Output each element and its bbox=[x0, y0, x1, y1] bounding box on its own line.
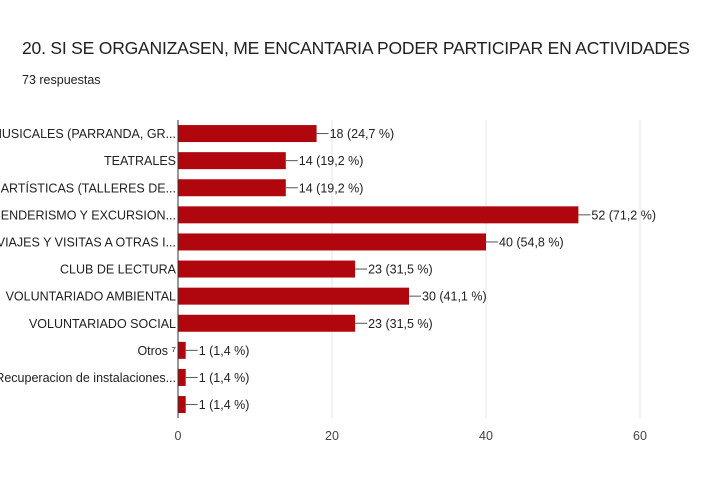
category-label: VIAJES Y VISITAS A OTRAS I... bbox=[0, 235, 176, 249]
data-label: 18 (24,7 %) bbox=[330, 127, 395, 141]
category-label: VOLUNTARIADO AMBIENTAL bbox=[6, 290, 176, 304]
response-count: 73 respuestas bbox=[22, 73, 101, 87]
category-label: CLUB DE LECTURA bbox=[60, 263, 177, 277]
category-label: SENDERISMO Y EXCURSION... bbox=[0, 208, 176, 222]
bar[interactable] bbox=[178, 341, 186, 359]
x-tick-label: 0 bbox=[175, 429, 182, 443]
bar[interactable] bbox=[178, 179, 286, 197]
data-label: 1 (1,4 %) bbox=[199, 371, 250, 385]
data-label: 14 (19,2 %) bbox=[299, 181, 364, 195]
bar[interactable] bbox=[178, 314, 356, 332]
bar[interactable] bbox=[178, 152, 286, 170]
category-label: TEATRALES bbox=[104, 154, 176, 168]
bar[interactable] bbox=[178, 396, 186, 414]
bar[interactable] bbox=[178, 206, 579, 224]
data-label: 23 (31,5 %) bbox=[368, 263, 433, 277]
category-label: ARTÍSTICAS (TALLERES DE... bbox=[1, 180, 176, 195]
bar[interactable] bbox=[178, 125, 317, 143]
data-label: 1 (1,4 %) bbox=[199, 398, 250, 412]
data-label: 14 (19,2 %) bbox=[299, 154, 364, 168]
data-label: 40 (54,8 %) bbox=[499, 235, 564, 249]
category-label: Recuperacion de instalaciones... bbox=[0, 371, 176, 385]
bar[interactable] bbox=[178, 287, 409, 305]
data-label: 23 (31,5 %) bbox=[368, 317, 433, 331]
bar[interactable] bbox=[178, 368, 186, 386]
bar[interactable] bbox=[178, 233, 486, 251]
data-label: 30 (41,1 %) bbox=[422, 290, 487, 304]
category-label: Otros ⁷ bbox=[137, 344, 176, 358]
bar[interactable] bbox=[178, 260, 356, 278]
category-label: VOLUNTARIADO SOCIAL bbox=[29, 317, 176, 331]
data-label: 52 (71,2 %) bbox=[591, 208, 656, 222]
category-label: MUSICALES (PARRANDA, GR... bbox=[0, 127, 176, 141]
chart-title: 20. SI SE ORGANIZASEN, ME ENCANTARIA POD… bbox=[22, 38, 690, 58]
x-tick-label: 60 bbox=[633, 429, 647, 443]
data-label: 1 (1,4 %) bbox=[199, 344, 250, 358]
x-tick-label: 20 bbox=[325, 429, 339, 443]
x-tick-label: 40 bbox=[479, 429, 493, 443]
